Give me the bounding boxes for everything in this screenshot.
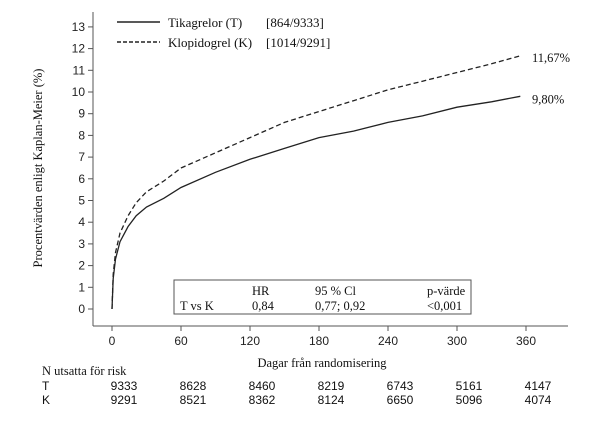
x-axis-title: Dagar från randomisering [257, 356, 387, 370]
x-tick-label: 180 [309, 334, 329, 348]
y-tick-label: 7 [78, 150, 85, 164]
stats-value: 0,77; 0,92 [315, 299, 365, 313]
series-end-label: 11,67% [532, 51, 570, 65]
risk-value: 8124 [318, 393, 345, 407]
stats-header: 95 % Cl [315, 284, 357, 298]
stats-value: <0,001 [427, 299, 462, 313]
legend-label: Klopidogrel (K) [168, 35, 252, 50]
legend-counts: [1014/9291] [266, 35, 330, 50]
risk-value: 6650 [387, 393, 414, 407]
series-line-klopidogrel [111, 55, 521, 310]
risk-table-title: N utsatta för risk [42, 364, 127, 378]
stats-value: 0,84 [252, 299, 275, 313]
y-tick-label: 5 [78, 194, 85, 208]
risk-value: 9333 [111, 379, 138, 393]
x-tick-label: 60 [174, 334, 188, 348]
stats-header: HR [252, 284, 270, 298]
stats-table-box [173, 279, 472, 315]
risk-value: 8362 [249, 393, 276, 407]
y-tick-label: 9 [78, 107, 85, 121]
y-tick-label: 2 [78, 259, 85, 273]
y-tick-label: 10 [72, 85, 86, 99]
y-tick-label: 8 [78, 128, 85, 142]
legend-counts: [864/9333] [266, 15, 324, 30]
x-tick-label: 360 [516, 334, 536, 348]
risk-value: 6743 [387, 379, 414, 393]
y-tick-label: 13 [72, 20, 86, 34]
risk-row-label: K [42, 393, 50, 407]
risk-value: 8628 [180, 379, 207, 393]
risk-value: 8219 [318, 379, 345, 393]
y-tick-label: 11 [73, 63, 86, 77]
risk-value: 5096 [456, 393, 483, 407]
y-tick-label: 0 [78, 302, 85, 316]
y-tick-label: 4 [78, 215, 85, 229]
y-tick-label: 3 [78, 237, 85, 251]
risk-value: 8521 [180, 393, 207, 407]
risk-value: 4147 [525, 379, 552, 393]
risk-value: 9291 [111, 393, 138, 407]
series-end-label: 9,80% [532, 92, 564, 106]
risk-value: 4074 [525, 393, 552, 407]
risk-row-label: T [42, 379, 50, 393]
x-tick-label: 0 [109, 334, 116, 348]
y-tick-label: 12 [72, 42, 86, 56]
x-tick-label: 240 [378, 334, 398, 348]
y-tick-label: 1 [78, 280, 85, 294]
x-tick-label: 120 [240, 334, 260, 348]
risk-value: 5161 [456, 379, 483, 393]
legend-label: Tikagrelor (T) [168, 15, 242, 30]
x-tick-label: 300 [447, 334, 467, 348]
stats-header: p-värde [427, 284, 466, 298]
risk-value: 8460 [249, 379, 276, 393]
y-axis-title: Procentvärden enligt Kaplan-Meier (%) [31, 69, 45, 268]
y-tick-label: 6 [78, 172, 85, 186]
series-line-tikagrelor [111, 95, 521, 310]
stats-value: T vs K [180, 299, 214, 313]
